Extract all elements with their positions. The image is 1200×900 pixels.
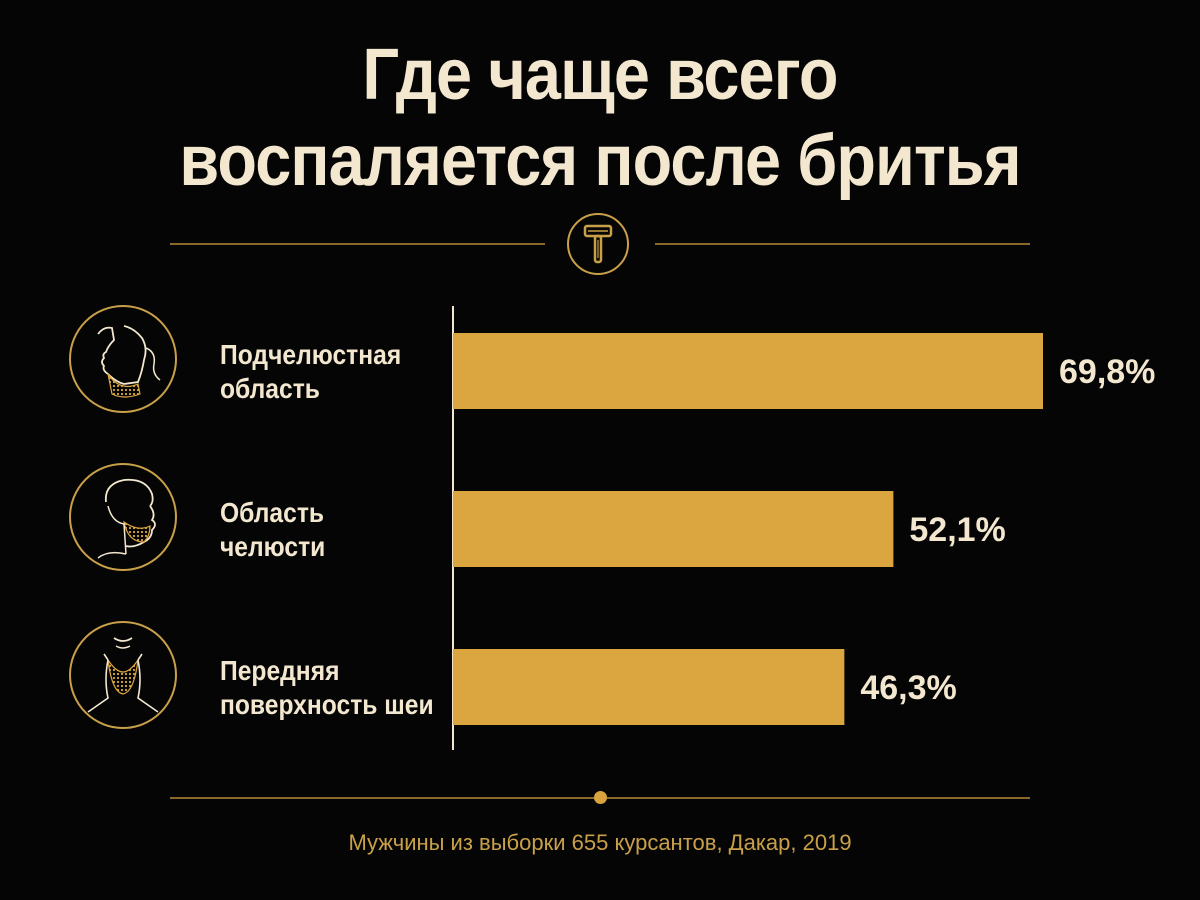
bar-0 xyxy=(453,333,1043,409)
category-label-line: Подчелюстная xyxy=(220,339,402,370)
title-line-1: Где чаще всего xyxy=(362,35,838,115)
top-divider-right xyxy=(655,243,1030,245)
category-label-line: область xyxy=(220,373,320,404)
source-note: Мужчины из выборки 655 курсантов, Дакар,… xyxy=(348,830,852,855)
category-label-jaw: Область челюсти xyxy=(220,496,325,564)
category-label-line: поверхность шеи xyxy=(220,689,434,720)
footer-dot xyxy=(594,791,607,804)
category-label-line: Область xyxy=(220,497,325,528)
category-label-front-neck: Передняя поверхность шеи xyxy=(220,654,434,722)
razor-icon xyxy=(567,213,629,275)
category-label-submandibular: Подчелюстная область xyxy=(220,338,401,406)
top-divider-left xyxy=(170,243,545,245)
bar-1 xyxy=(453,491,894,567)
front-neck-face-icon xyxy=(69,621,177,729)
jaw-face-icon xyxy=(69,463,177,571)
chart-title: Где чаще всего воспаляется после бритья xyxy=(60,32,1140,204)
value-label-1: 52,1% xyxy=(909,511,1005,549)
category-label-line: Передняя xyxy=(220,655,340,686)
value-label-2: 46,3% xyxy=(860,669,956,707)
bar-2 xyxy=(453,649,845,725)
value-label-0: 69,8% xyxy=(1059,353,1155,391)
submandibular-face-icon xyxy=(69,305,177,413)
category-label-line: челюсти xyxy=(220,531,326,562)
title-line-2: воспаляется после бритья xyxy=(179,121,1021,201)
